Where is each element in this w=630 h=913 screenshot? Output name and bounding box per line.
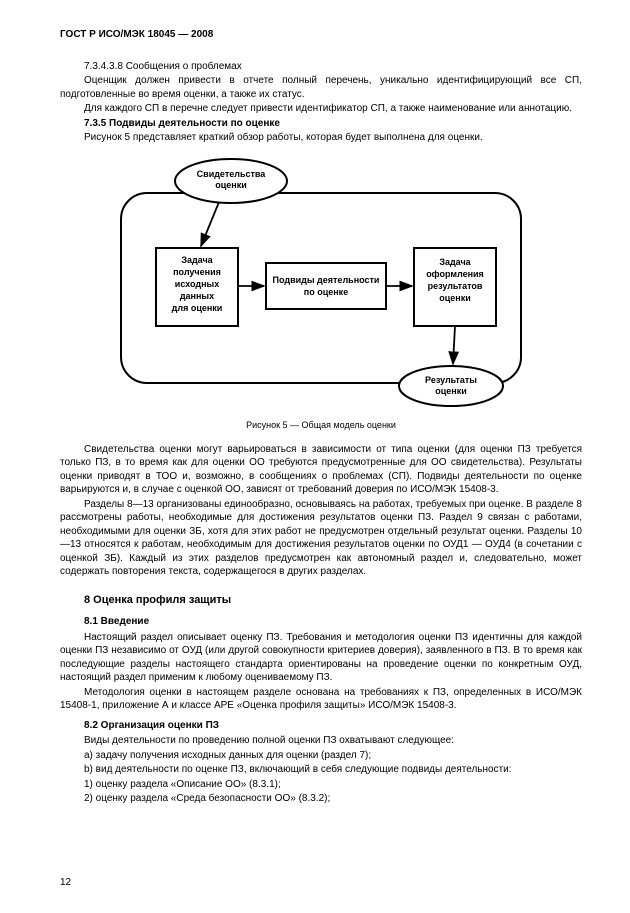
section-8-1-heading: 8.1 Введение	[84, 615, 582, 629]
svg-text:Результаты: Результаты	[425, 375, 477, 385]
section-8-2-heading: 8.2 Организация оценки ПЗ	[84, 719, 582, 733]
svg-text:Задача: Задача	[439, 257, 471, 267]
body-text: Оценщик должен привести в отчете полный …	[60, 74, 582, 101]
body-text: Рисунок 5 представляет краткий обзор раб…	[60, 131, 582, 145]
svg-text:оценки: оценки	[215, 180, 247, 190]
body-text: Методология оценки в настоящем разделе о…	[60, 686, 582, 713]
section-8-heading: 8 Оценка профиля защиты	[84, 593, 582, 608]
svg-text:получения: получения	[173, 267, 221, 277]
body-text: Виды деятельности по проведению полной о…	[60, 734, 582, 748]
svg-text:для оценки: для оценки	[172, 303, 223, 313]
svg-text:результатов: результатов	[428, 281, 483, 291]
figure-5: Свидетельства оценки Задача получения ис…	[60, 153, 582, 413]
svg-text:оформления: оформления	[426, 269, 484, 279]
svg-text:Подвиды деятельности: Подвиды деятельности	[273, 275, 380, 285]
svg-text:исходных: исходных	[175, 279, 219, 289]
svg-text:данных: данных	[180, 291, 214, 301]
list-item: 2) оценку раздела «Среда безопасности ОО…	[60, 792, 582, 806]
svg-text:Свидетельства: Свидетельства	[197, 169, 267, 179]
body-text: Настоящий раздел описывает оценку ПЗ. Тр…	[60, 631, 582, 685]
page-number: 12	[60, 876, 71, 890]
clause-title: 7.3.5 Подвиды деятельности по оценке	[60, 117, 582, 131]
clause-title: 7.3.4.3.8 Сообщения о проблемах	[60, 60, 582, 74]
list-item: 1) оценку раздела «Описание ОО» (8.3.1);	[60, 778, 582, 792]
figure-caption: Рисунок 5 — Общая модель оценки	[60, 419, 582, 431]
body-text: Свидетельства оценки могут варьироваться…	[60, 443, 582, 497]
svg-text:Задача: Задача	[181, 255, 213, 265]
doc-header: ГОСТ Р ИСО/МЭК 18045 — 2008	[60, 28, 582, 42]
svg-text:по оценке: по оценке	[304, 287, 348, 297]
svg-text:оценки: оценки	[439, 293, 471, 303]
body-text: Разделы 8—13 организованы единообразно, …	[60, 498, 582, 579]
list-item: b) вид деятельности по оценке ПЗ, включа…	[60, 763, 582, 777]
list-item: a) задачу получения исходных данных для …	[60, 749, 582, 763]
svg-text:оценки: оценки	[435, 386, 467, 396]
body-text: Для каждого СП в перечне следует привест…	[60, 102, 582, 116]
